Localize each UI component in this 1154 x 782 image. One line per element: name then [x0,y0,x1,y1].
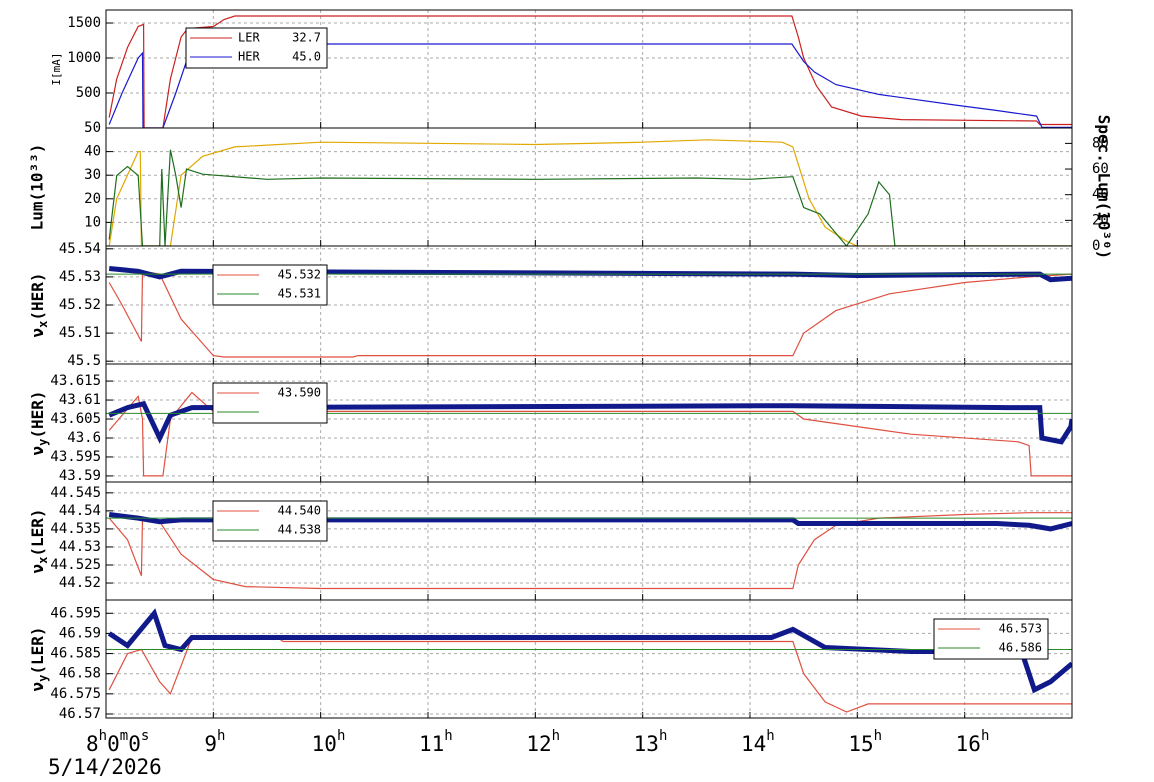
y-tick-label: 45.5 [67,353,101,369]
y-axis-label: νy(LER) [28,626,50,691]
legend-box [212,500,328,542]
x-tick-label: 15h [848,728,882,756]
y-tick-label: 46.57 [59,706,101,722]
legend-value: 43.590 [278,386,321,400]
legend-name: LER [238,31,260,45]
legend-box [212,382,328,424]
y-tick-label: 30 [84,167,101,183]
x-tick-label: 8h0m0s [86,728,149,756]
y-tick-label: 1500 [67,15,101,31]
series-line [108,43,1072,128]
legend-value: 44.540 [278,504,321,518]
legend-value: 46.573 [999,622,1042,636]
y-tick-label: 43.61 [59,392,101,408]
legend-value: 45.531 [278,287,321,301]
legend-value: 45.0 [292,50,321,64]
y-tick-label: 43.605 [50,411,101,427]
series-line [108,636,1072,713]
legend-box [933,618,1049,660]
y-tick-label: 43.59 [59,468,101,484]
y-tick-label: 45.54 [59,241,101,257]
y-tick-label: 40 [84,144,101,160]
y-axis-label: νx(HER) [28,272,50,337]
series-line [108,15,1072,128]
x-tick-label: 13h [634,728,668,756]
legend-value: 44.538 [278,523,321,537]
x-tick-label: 14h [741,728,775,756]
series-line [108,391,1072,477]
series-line [107,608,1072,694]
y-tick-label: 500 [76,85,101,101]
y-tick-label: 44.54 [59,503,101,519]
plot-border [105,599,1073,719]
series-line [108,512,1072,532]
y-tick-label: 46.595 [50,605,101,621]
y-tick-label: 44.545 [50,485,101,501]
y-tick-label: 46.585 [50,646,101,662]
y2-tick-label: 60 [1092,161,1109,177]
y-tick-label: 50 [84,120,101,136]
y-tick-label: 43.615 [50,373,101,389]
y-axis-label: νx(LER) [28,508,50,573]
x-tick-label: 16h [956,728,990,756]
legend-name: HER [238,50,260,64]
y-tick-label: 43.595 [50,449,101,465]
y2-axis-label: Spec. Lum(10³⁰) [1095,115,1114,260]
y-tick-label: 45.52 [59,297,101,313]
y2-tick-label: 40 [1092,187,1109,203]
x-tick-label: 9h [204,728,225,756]
legend-value: 32.7 [292,31,321,45]
legend-box [185,27,328,69]
y-axis-label: I[mA] [50,52,63,85]
x-tick-label: 12h [526,728,560,756]
y-tick-label: 20 [84,191,101,207]
y-tick-label: 44.52 [59,575,101,591]
plot-area [106,600,1072,718]
y2-tick-label: 20 [1092,212,1109,228]
y-tick-label: 44.535 [50,521,101,537]
y-tick-label: 45.53 [59,269,101,285]
series-line [108,139,1072,246]
series-line [108,270,1072,358]
y2-tick-label: 80 [1092,135,1109,151]
y2-tick-label: 0 [1092,238,1100,254]
x-tick-label: 11h [419,728,453,756]
y-tick-label: 46.575 [50,686,101,702]
y-tick-label: 43.6 [67,430,101,446]
y-axis-label: Lum(10³³) [28,144,47,231]
y-tick-label: 46.59 [59,625,101,641]
series-line [108,149,1072,246]
y-tick-label: 45.51 [59,325,101,341]
y-axis-label: νy(HER) [28,390,50,455]
date-label: 5/14/2026 [48,755,162,779]
y-tick-label: 44.525 [50,557,101,573]
plot-area [106,128,1072,246]
legend-box [212,264,328,306]
x-tick-label: 10h [312,728,346,756]
legend-value: 46.586 [999,641,1042,655]
series-line [108,512,1072,590]
y-tick-label: 1000 [67,50,101,66]
y-tick-label: 10 [84,214,101,230]
series-line [108,400,1072,445]
legend-value: 45.532 [278,268,321,282]
y-tick-label: 46.58 [59,666,101,682]
y-tick-label: 44.53 [59,539,101,555]
